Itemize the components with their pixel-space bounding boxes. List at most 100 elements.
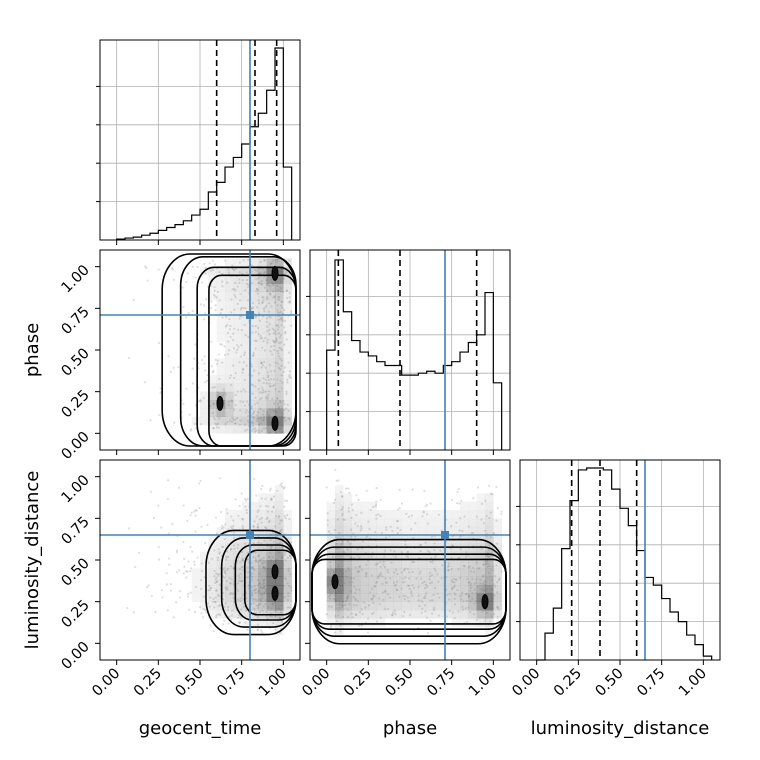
hist2d-phase-luminosity-distance-cell-1-6 <box>335 585 344 594</box>
hist2d-geocent-time-phase-point-616 <box>285 289 288 292</box>
hist2d-phase-luminosity-distance-point-554 <box>346 596 349 599</box>
hist2d-geocent-time-phase-point-681 <box>290 312 293 315</box>
hist2d-geocent-time-phase-point-326 <box>285 390 288 393</box>
hist2d-geocent-time-phase-point-664 <box>240 306 243 310</box>
hist2d-phase-luminosity-distance-point-163 <box>349 556 353 559</box>
hist2d-geocent-time-luminosity-distance-point-93 <box>255 599 258 602</box>
hist2d-phase-luminosity-distance-cell-18-5 <box>476 593 486 602</box>
hist2d-geocent-time-luminosity-distance-point-345 <box>260 597 264 600</box>
hist2d-geocent-time-phase-point-267 <box>250 405 253 408</box>
xlabel-geocent-time: geocent_time <box>139 718 262 739</box>
hist2d-geocent-time-luminosity-distance-point-628 <box>259 599 262 602</box>
hist2d-geocent-time-luminosity-distance-point-10 <box>284 517 287 520</box>
hist2d-geocent-time-luminosity-distance-core-0 <box>271 564 279 580</box>
hist2d-phase-luminosity-distance-point-239 <box>337 614 340 617</box>
hist2d-phase-luminosity-distance-point-106 <box>484 499 487 502</box>
hist2d-phase-luminosity-distance-cell-1-8 <box>335 568 344 577</box>
hist2d-geocent-time-luminosity-distance-point-592 <box>226 550 229 553</box>
hist2d-geocent-time-phase-point-98 <box>244 423 247 426</box>
hist2d-phase-luminosity-distance-cell-2-8 <box>343 568 352 577</box>
hist2d-geocent-time-luminosity-distance-point-545 <box>269 581 273 584</box>
hist2d-geocent-time-luminosity-distance-point-41 <box>265 575 268 578</box>
hist2d-geocent-time-luminosity-distance-cell-14-7 <box>233 576 242 586</box>
hist2d-geocent-time-phase-cell-12-11 <box>216 333 226 342</box>
hist2d-phase-luminosity-distance-point-354 <box>395 519 399 523</box>
hist2d-phase-luminosity-distance-point-80 <box>350 612 353 615</box>
hist2d-geocent-time-phase-cell-11-1 <box>208 416 217 426</box>
hist2d-geocent-time-phase-point-38 <box>252 416 256 419</box>
hist2d-geocent-time-phase-cell-20-15 <box>283 300 292 309</box>
hist2d-geocent-time-phase-point-274 <box>261 283 264 286</box>
hist2d-geocent-time-luminosity-distance-point-532 <box>288 537 291 540</box>
hist2d-phase-luminosity-distance-point-370 <box>490 598 493 601</box>
hist2d-geocent-time-luminosity-distance-point-170 <box>265 517 268 520</box>
hist2d-phase-luminosity-distance-point-327 <box>484 589 487 593</box>
hist2d-phase-luminosity-distance-point-668 <box>458 529 461 532</box>
hist2d-geocent-time-luminosity-distance-cell-17-17 <box>258 493 267 502</box>
hist2d-geocent-time-luminosity-distance-point-325 <box>238 621 241 624</box>
hist2d-phase-luminosity-distance-point-35 <box>490 588 494 591</box>
hist2d-phase-luminosity-distance-point-324 <box>375 620 379 623</box>
hist2d-phase-luminosity-distance-point-217 <box>379 514 382 518</box>
hist2d-phase-luminosity-distance-cell-0-14 <box>326 518 336 527</box>
hist2d-geocent-time-phase-point-278 <box>288 370 292 373</box>
hist2d-geocent-time-phase-point-249 <box>231 338 234 342</box>
hist2d-geocent-time-luminosity-distance-point-667 <box>215 576 218 579</box>
hist2d-geocent-time-phase-point-624 <box>242 388 245 391</box>
hist2d-phase-luminosity-distance-cell-20-13 <box>493 526 502 536</box>
hist2d-geocent-time-luminosity-distance-point-513 <box>270 559 273 562</box>
hist2d-phase-luminosity-distance-point-170 <box>360 608 363 611</box>
hist2d-geocent-time-luminosity-distance-point-97 <box>225 588 228 591</box>
hist2d-geocent-time-phase-point-35 <box>243 404 246 407</box>
hist2d-geocent-time-phase-point-220 <box>267 310 271 313</box>
hist2d-geocent-time-luminosity-distance-point-94 <box>286 606 290 609</box>
hist2d-phase-luminosity-distance-point-352 <box>376 563 379 566</box>
hist2d-phase-luminosity-distance-point-585 <box>391 613 394 616</box>
hist2d-geocent-time-luminosity-distance-point-443 <box>229 525 233 528</box>
hist2d-geocent-time-luminosity-distance-ytick-label-2: 0.50 <box>59 556 93 590</box>
hist2d-geocent-time-luminosity-distance-point-5 <box>280 561 283 565</box>
hist2d-phase-luminosity-distance-point-192 <box>477 599 481 602</box>
hist2d-geocent-time-luminosity-distance-point-350 <box>279 599 282 602</box>
hist2d-geocent-time-luminosity-distance-point-501 <box>236 598 240 601</box>
hist2d-geocent-time-phase-point-364 <box>259 334 262 338</box>
hist2d-geocent-time-luminosity-distance-cell-19-11 <box>275 543 284 552</box>
hist2d-phase-luminosity-distance-point-164 <box>383 607 386 610</box>
hist2d-geocent-time-luminosity-distance-point-530 <box>217 574 220 577</box>
hist2d-geocent-time-phase-point-370 <box>250 374 254 377</box>
hist2d-geocent-time-luminosity-distance-point-574 <box>229 581 232 585</box>
hist2d-geocent-time-luminosity-distance-point-551 <box>254 587 258 591</box>
hist2d-geocent-time-phase-point-513 <box>272 409 275 412</box>
hist2d-geocent-time-phase-point-444 <box>194 427 197 430</box>
hist2d-geocent-time-luminosity-distance-cell-15-8 <box>241 568 251 577</box>
hist2d-geocent-time-phase-point-381 <box>276 258 279 261</box>
hist2d-geocent-time-phase-cell-16-15 <box>250 300 259 309</box>
hist2d-geocent-time-luminosity-distance-point-385 <box>272 540 275 543</box>
hist2d-geocent-time-phase-point-105 <box>272 378 276 381</box>
hist2d-geocent-time-luminosity-distance-point-182 <box>245 499 248 502</box>
hist2d-phase-luminosity-distance-point-39 <box>334 599 337 602</box>
hist2d-geocent-time-luminosity-distance-cell-19-18 <box>275 485 284 494</box>
hist2d-geocent-time-phase-cell-18-3 <box>266 400 276 409</box>
hist2d-phase-luminosity-distance-cell-4-5 <box>360 593 369 602</box>
hist2d-geocent-time-phase-point-131 <box>257 387 260 391</box>
hist2d-geocent-time-luminosity-distance-point-142 <box>256 579 260 582</box>
hist2d-phase-luminosity-distance-point-146 <box>333 528 336 531</box>
hist2d-phase-luminosity-distance-point-525 <box>475 591 478 595</box>
hist2d-geocent-time-phase-cell-16-2 <box>250 408 259 417</box>
hist2d-geocent-time-phase-point-324 <box>277 414 280 417</box>
hist2d-phase-luminosity-distance-point-477 <box>488 564 491 567</box>
hist2d-geocent-time-phase: 0.000.250.500.751.00 <box>59 249 301 463</box>
hist2d-geocent-time-phase-point-206 <box>285 392 288 395</box>
hist2d-geocent-time-luminosity-distance-point-160 <box>221 623 224 626</box>
hist2d-phase-luminosity-distance-point-387 <box>495 564 498 567</box>
hist2d-phase-luminosity-distance-point-12 <box>482 590 486 593</box>
hist2d-geocent-time-luminosity-distance-point-472 <box>227 555 230 559</box>
hist2d-geocent-time-luminosity-distance-point-662 <box>198 506 201 510</box>
hist2d-geocent-time-phase-point-492 <box>279 368 282 371</box>
hist2d-geocent-time-luminosity-distance-xtick-label-3: 0.75 <box>214 666 248 700</box>
hist2d-geocent-time-luminosity-distance-point-230 <box>237 613 241 616</box>
hist2d-geocent-time-luminosity-distance-point-287 <box>258 591 261 594</box>
hist2d-geocent-time-phase-cell-17-0 <box>258 425 267 434</box>
hist2d-phase-luminosity-distance-point-31 <box>394 584 397 587</box>
